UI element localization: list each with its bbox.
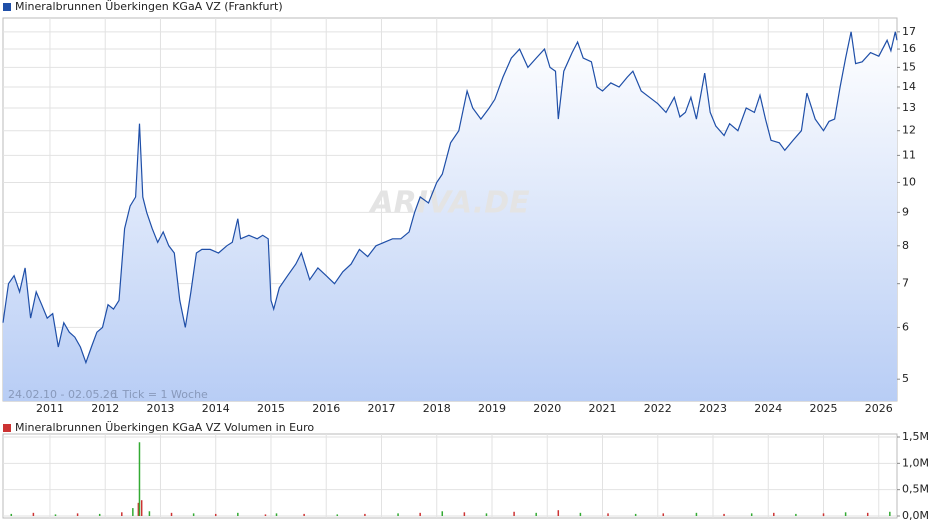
x-tick-label: 2013 [146, 402, 174, 415]
volume-bar [121, 512, 123, 516]
volume-bar [607, 513, 609, 516]
volume-bar [866, 512, 869, 516]
x-tick-label: 2017 [367, 402, 395, 415]
volume-bar [795, 513, 797, 516]
y-tick-label: 13 [902, 101, 916, 114]
x-tick-label: 2026 [865, 402, 893, 415]
x-tick-label: 2018 [423, 402, 451, 415]
volume-bar [237, 512, 239, 516]
x-tick-label: 2022 [644, 402, 672, 415]
y-tick-label: 10 [902, 175, 916, 188]
y-tick-label: 7 [902, 277, 909, 290]
date-range: 24.02.10 - 02.05.26 [8, 388, 117, 401]
x-tick-label: 2011 [36, 402, 64, 415]
y-tick-label: 0,5M [902, 483, 929, 496]
y-tick-label: 1,5M [902, 430, 929, 443]
volume-bar [32, 512, 35, 516]
y-tick-label: 1,0M [902, 456, 929, 469]
volume-bar [750, 513, 753, 516]
volume-bar [419, 512, 421, 516]
watermark: ARIVA.DE [368, 186, 530, 221]
volume-bar [889, 511, 891, 516]
x-tick-label: 2024 [754, 402, 782, 415]
volume-bar [485, 513, 488, 516]
x-tick-label: 2016 [312, 402, 340, 415]
y-tick-label: 11 [902, 148, 916, 161]
x-tick-label: 2023 [699, 402, 727, 415]
y-tick-label: 9 [902, 205, 909, 218]
volume-bar [364, 513, 366, 516]
volume-bar [98, 513, 101, 516]
y-tick-label: 16 [902, 42, 916, 55]
volume-bar [822, 513, 825, 516]
volume-bar [76, 513, 79, 516]
volume-bar [138, 442, 141, 516]
volume-bar [54, 514, 57, 516]
volume-bar [132, 508, 134, 516]
volume-bar [264, 514, 267, 516]
tick-note: 1 Tick = 1 Woche [112, 388, 208, 401]
y-tick-label: 15 [902, 60, 916, 73]
volume-bar [10, 513, 13, 516]
x-tick-label: 2019 [478, 402, 506, 415]
volume-bar [579, 512, 582, 516]
price-line [2, 31, 898, 365]
area [3, 31, 897, 402]
y-tick-label: 6 [902, 320, 909, 333]
volume-bar [557, 510, 560, 516]
x-tick-label: 2021 [588, 402, 616, 415]
x-tick-label: 2025 [810, 402, 838, 415]
volume-bar [463, 512, 466, 516]
x-tick-label: 2015 [257, 402, 285, 415]
y-tick-label: 17 [902, 25, 916, 38]
volume-bar [170, 512, 173, 516]
volume-bar [137, 502, 140, 516]
volume-bar [275, 513, 278, 516]
volume-bar [773, 512, 775, 516]
chart-title: Mineralbrunnen Überkingen KGaA VZ (Frank… [15, 0, 283, 13]
volume-bar [441, 511, 444, 516]
y-tick-label: 14 [902, 80, 916, 93]
legend-swatch [3, 424, 11, 432]
volume-bar [513, 511, 515, 516]
volume-bar [723, 513, 725, 516]
volume-bar [303, 513, 305, 516]
volume-bar [336, 514, 339, 516]
volume-bar [148, 511, 151, 516]
y-tick-label: 8 [902, 239, 909, 252]
volume-bar [662, 513, 665, 516]
volume-bar [844, 512, 847, 516]
volume-bar [192, 513, 195, 516]
volume-bar [140, 500, 143, 516]
volume-bar [397, 513, 399, 516]
volume-bar [695, 512, 698, 516]
volume-bar [214, 513, 217, 516]
x-tick-label: 2020 [533, 402, 561, 415]
x-tick-label: 2014 [202, 402, 230, 415]
volume-bar [634, 513, 637, 516]
y-tick-label: 0,0M [902, 509, 929, 522]
legend-swatch [3, 3, 11, 11]
y-tick-label: 12 [902, 124, 916, 137]
x-tick-label: 2012 [91, 402, 119, 415]
y-tick-label: 5 [902, 372, 909, 385]
chart-title: Mineralbrunnen Überkingen KGaA VZ Volume… [15, 421, 314, 434]
volume-bar [535, 512, 537, 516]
plot-area [2, 433, 898, 519]
